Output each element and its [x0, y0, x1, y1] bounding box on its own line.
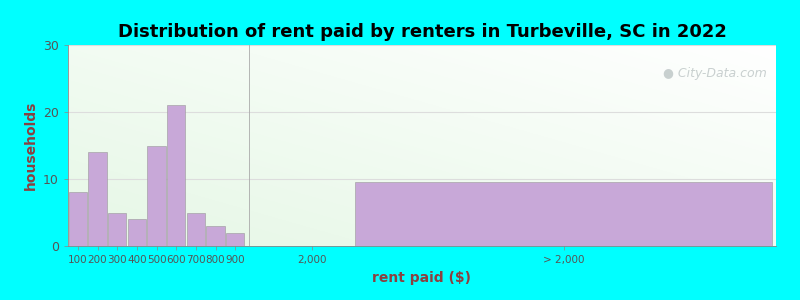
Bar [206, 226, 225, 246]
Bar [108, 212, 126, 246]
X-axis label: rent paid ($): rent paid ($) [373, 271, 471, 285]
Text: ● City-Data.com: ● City-Data.com [662, 67, 766, 80]
Bar [89, 152, 106, 246]
Bar [355, 182, 772, 246]
Y-axis label: households: households [23, 101, 38, 190]
Bar [167, 105, 186, 246]
Bar [186, 212, 205, 246]
Bar [226, 232, 244, 246]
Bar [147, 146, 166, 246]
Title: Distribution of rent paid by renters in Turbeville, SC in 2022: Distribution of rent paid by renters in … [118, 23, 726, 41]
Bar [69, 192, 87, 246]
Bar [128, 219, 146, 246]
